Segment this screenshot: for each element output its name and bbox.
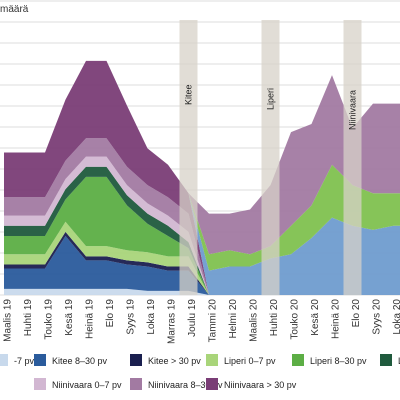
legend-swatch [206,354,218,366]
legend-swatch [292,354,304,366]
legend-label: Niinivaara > 30 pv [224,380,297,390]
y-axis-title: määrä [0,4,29,15]
x-tick-label: Huhti 19 [23,299,34,337]
x-tick-label: Touko 20 [290,299,301,340]
legend-swatch [34,378,46,390]
region-marker-label: Niinivaara [348,90,358,130]
x-tick-label: Maalis 20 [249,299,260,342]
x-tick-label: Touko 19 [44,299,55,340]
area-series [4,288,400,295]
legend-label: -7 pv [14,356,35,366]
area-series [4,60,400,271]
legend-swatch [130,378,142,390]
x-tick-label: Heinä 20 [331,299,342,339]
legend-label: Liperi 8–30 pv [310,356,367,366]
x-tick-label: Heinä 19 [85,299,96,339]
region-marker-band [261,20,280,295]
x-tick-label: Helmi 20 [228,299,239,339]
legend-label: Niinivaara 8–30 pv [148,380,223,390]
x-tick-label: Elo 20 [351,299,362,328]
legend-swatch [380,354,392,366]
x-tick-label: Maalis 19 [3,299,14,342]
x-tick-label: Huhti 20 [269,299,280,337]
legend-swatch [34,354,46,366]
region-marker-band [179,20,198,295]
x-tick-label: Syys 19 [126,299,137,335]
x-tick-label: Syys 20 [372,299,383,335]
region-markers: Kitee Liperi Niinivaara [179,20,362,295]
legend: -7 pv Kitee 8–30 pv Kitee > 30 pv Liperi 0–… [0,354,400,390]
region-marker-label: Kitee [184,84,194,105]
area-series [4,60,400,255]
x-tick-label: Loka 20 [392,299,400,335]
x-tick-label: Loka 19 [146,299,157,335]
x-tick-label: Tammi 20 [208,299,219,343]
area-series [4,176,400,295]
area-series [4,235,400,295]
legend-label: Niinivaara 0–7 pv [52,380,122,390]
x-tick-label: Kesä 20 [310,299,321,336]
areas [4,60,400,295]
legend-label: Kitee 8–30 pv [52,356,108,366]
legend-label: Liperi 0–7 pv [224,356,276,366]
legend-swatch [0,354,8,366]
x-tick-label: Kesä 19 [64,299,75,336]
region-marker-label: Liperi [266,88,276,110]
x-tick-label: Marras 19 [167,299,178,344]
legend-label: Kitee > 30 pv [148,356,201,366]
area-series [4,60,400,295]
region-marker-band [343,20,362,295]
x-tick-label: Joulu 19 [187,299,198,337]
legend-swatch [130,354,142,366]
legend-swatch [206,378,218,390]
x-tick-label: Elo 19 [105,299,116,328]
legend-label: Li [398,356,400,366]
